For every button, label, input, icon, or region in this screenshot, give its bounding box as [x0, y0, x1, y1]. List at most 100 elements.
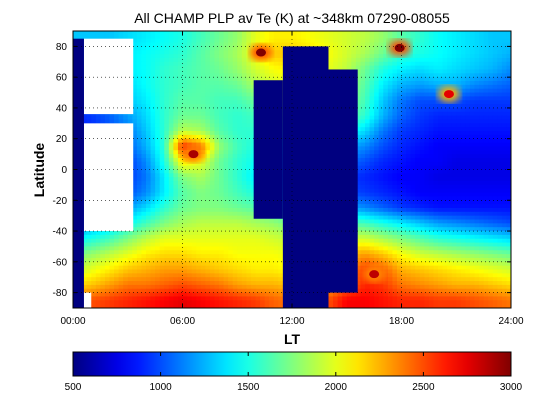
heatmap-cell	[497, 104, 503, 109]
heatmap-cell	[501, 134, 508, 140]
heatmap-cell	[168, 215, 174, 221]
heatmap-cell	[232, 181, 238, 186]
heatmap-cell	[410, 57, 416, 63]
heatmap-cell	[469, 211, 476, 217]
heatmap-cell	[159, 61, 165, 67]
heatmap-cell	[200, 215, 206, 221]
heatmap-cell	[383, 134, 389, 140]
heatmap-cell	[465, 150, 471, 155]
heatmap-cell	[392, 173, 398, 178]
heatmap-cell	[246, 196, 252, 201]
heatmap-cell	[168, 177, 174, 182]
heatmap-cell	[410, 50, 416, 55]
heatmap-cell	[228, 46, 234, 51]
heatmap-cell	[374, 184, 380, 190]
heatmap-cell	[150, 46, 156, 51]
heatmap-cell	[269, 227, 275, 232]
heatmap-cell	[419, 157, 425, 163]
heatmap-cell	[196, 31, 202, 36]
heatmap-cell	[483, 42, 489, 47]
heatmap-cell	[228, 123, 234, 128]
heatmap-cell	[406, 142, 412, 148]
heatmap-cell	[387, 169, 393, 174]
heatmap-cell	[141, 142, 147, 148]
heatmap-cell	[159, 104, 165, 109]
heatmap-cell	[497, 177, 503, 182]
heatmap-cell	[401, 111, 407, 117]
heatmap-cell	[355, 92, 362, 98]
heatmap-cell	[396, 77, 403, 82]
heatmap-cell	[506, 115, 511, 121]
heatmap-cell	[232, 161, 238, 167]
heatmap-cell	[428, 123, 435, 128]
heatmap-cell	[228, 161, 234, 167]
heatmap-cell	[150, 107, 156, 113]
heatmap-cell	[223, 50, 229, 55]
heatmap-cell	[205, 46, 211, 51]
heatmap-cell	[173, 173, 179, 178]
heatmap-cell	[228, 115, 234, 121]
heatmap-cell	[497, 150, 503, 155]
heatmap-cell	[164, 92, 170, 98]
heatmap-cell	[442, 150, 448, 155]
heatmap-cell	[241, 154, 247, 159]
heatmap-cell	[424, 115, 430, 121]
heatmap-cell	[150, 223, 156, 228]
heatmap-cell	[150, 61, 156, 67]
heatmap-cell	[219, 54, 225, 59]
heatmap-cell	[228, 100, 234, 105]
heatmap-cell	[387, 223, 393, 228]
heatmap-cell	[191, 196, 197, 201]
heatmap-cell	[109, 115, 115, 121]
heatmap-cell	[438, 169, 444, 174]
heatmap-cell	[355, 154, 362, 159]
heatmap-cell	[146, 119, 152, 124]
heatmap-cell	[360, 115, 366, 121]
heatmap-cell	[219, 219, 225, 224]
heatmap-cell	[483, 196, 489, 201]
heatmap-cell	[396, 200, 403, 205]
heatmap-cell	[250, 169, 257, 174]
heatmap-cell	[378, 207, 384, 213]
heatmap-cell	[374, 219, 380, 224]
heatmap-cell	[460, 81, 466, 86]
heatmap-cell	[232, 38, 238, 44]
heatmap-cell	[497, 81, 503, 86]
heatmap-cell	[250, 100, 257, 105]
heatmap-cell	[438, 50, 444, 55]
heatmap-cell	[205, 157, 211, 163]
heatmap-cell	[383, 188, 389, 194]
heatmap-cell	[150, 31, 156, 36]
heatmap-cell	[155, 38, 161, 44]
heatmap-cell	[406, 131, 412, 136]
heatmap-cell	[114, 34, 120, 40]
heatmap-cell	[241, 227, 247, 232]
heatmap-cell	[410, 211, 416, 217]
heatmap-cell	[465, 223, 471, 228]
heatmap-cell	[319, 42, 325, 47]
heatmap-cell	[136, 177, 143, 182]
heatmap-cell	[241, 207, 247, 213]
heatmap-cell	[159, 119, 165, 124]
heatmap-cell	[438, 127, 444, 132]
heatmap-cell	[141, 161, 147, 167]
heatmap-cell	[406, 38, 412, 44]
heatmap-cell	[182, 223, 188, 228]
heatmap-cell	[237, 165, 243, 171]
heatmap-cell	[374, 142, 380, 148]
heatmap-cell	[237, 223, 243, 228]
heatmap-cell	[168, 54, 174, 59]
heatmap-cell	[209, 150, 216, 155]
heatmap-cell	[438, 77, 444, 82]
heatmap-cell	[177, 165, 184, 171]
heatmap-cell	[146, 46, 152, 51]
heatmap-cell	[228, 196, 234, 201]
heatmap-cell	[323, 42, 330, 47]
heatmap-cell	[360, 177, 366, 182]
heatmap-cell	[228, 81, 234, 86]
heatmap-cell	[219, 69, 225, 74]
heatmap-cell	[269, 42, 275, 47]
heatmap-cell	[146, 188, 152, 194]
heatmap-cell	[241, 188, 247, 194]
heatmap-cell	[456, 146, 462, 151]
